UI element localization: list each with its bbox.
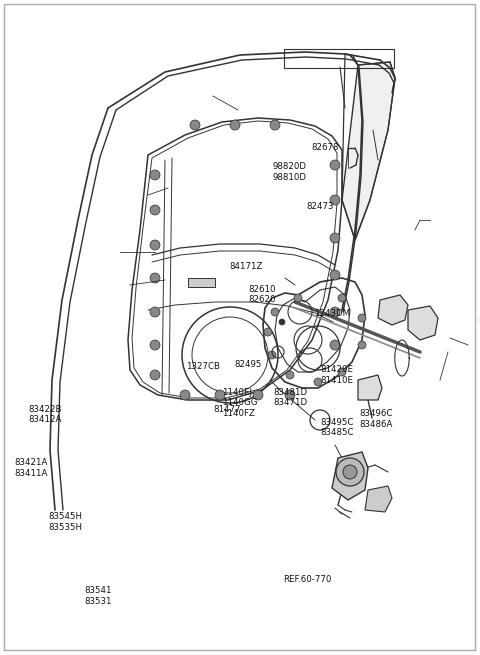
Text: 81420E
81410E: 81420E 81410E bbox=[321, 365, 354, 385]
Text: 1140EJ
1140GG
1140FZ: 1140EJ 1140GG 1140FZ bbox=[222, 388, 257, 417]
Polygon shape bbox=[378, 295, 408, 325]
Polygon shape bbox=[332, 452, 368, 500]
Circle shape bbox=[150, 170, 160, 180]
Circle shape bbox=[358, 341, 366, 349]
Circle shape bbox=[150, 205, 160, 215]
Circle shape bbox=[180, 390, 190, 400]
Text: 84171Z: 84171Z bbox=[229, 262, 263, 271]
Circle shape bbox=[279, 319, 285, 325]
Text: 82473: 82473 bbox=[306, 202, 334, 211]
Polygon shape bbox=[342, 62, 395, 240]
Circle shape bbox=[190, 120, 200, 130]
Text: 82610
82620: 82610 82620 bbox=[249, 285, 276, 305]
Circle shape bbox=[150, 370, 160, 380]
Circle shape bbox=[271, 308, 279, 316]
Text: 82495: 82495 bbox=[234, 360, 262, 369]
Circle shape bbox=[230, 120, 240, 130]
Circle shape bbox=[338, 368, 346, 376]
Circle shape bbox=[150, 273, 160, 283]
Circle shape bbox=[343, 465, 357, 479]
Polygon shape bbox=[408, 306, 438, 340]
Circle shape bbox=[268, 351, 276, 359]
Text: 1327CB: 1327CB bbox=[186, 362, 220, 371]
Circle shape bbox=[314, 378, 322, 386]
Circle shape bbox=[150, 240, 160, 250]
Circle shape bbox=[286, 371, 294, 379]
Circle shape bbox=[294, 294, 302, 302]
Text: REF.60-770: REF.60-770 bbox=[283, 575, 332, 584]
Text: 83495C
83485C: 83495C 83485C bbox=[321, 418, 354, 438]
Text: 83541
83531: 83541 83531 bbox=[84, 586, 111, 606]
Text: 83422B
83412A: 83422B 83412A bbox=[29, 405, 62, 424]
Circle shape bbox=[330, 195, 340, 205]
Text: 98820D
98810D: 98820D 98810D bbox=[273, 162, 307, 182]
Circle shape bbox=[330, 307, 340, 317]
Circle shape bbox=[336, 458, 364, 486]
Circle shape bbox=[330, 340, 340, 350]
Text: 83481D
83471D: 83481D 83471D bbox=[274, 388, 308, 407]
Polygon shape bbox=[188, 278, 215, 287]
Circle shape bbox=[270, 120, 280, 130]
Circle shape bbox=[330, 160, 340, 170]
Circle shape bbox=[253, 390, 263, 400]
Text: 83421A
83411A: 83421A 83411A bbox=[14, 458, 48, 478]
Text: 82678: 82678 bbox=[311, 143, 338, 152]
Polygon shape bbox=[358, 375, 382, 400]
Text: 83545H
83535H: 83545H 83535H bbox=[48, 512, 82, 532]
Text: 1243DM: 1243DM bbox=[314, 309, 350, 318]
Circle shape bbox=[150, 340, 160, 350]
Circle shape bbox=[330, 270, 340, 280]
Circle shape bbox=[330, 233, 340, 243]
Polygon shape bbox=[365, 486, 392, 512]
Text: 83496C
83486A: 83496C 83486A bbox=[359, 409, 393, 429]
Circle shape bbox=[358, 314, 366, 322]
Circle shape bbox=[285, 390, 295, 400]
Circle shape bbox=[150, 307, 160, 317]
Circle shape bbox=[338, 294, 346, 302]
Circle shape bbox=[215, 390, 225, 400]
Text: 81477: 81477 bbox=[214, 405, 241, 414]
Circle shape bbox=[264, 328, 272, 336]
